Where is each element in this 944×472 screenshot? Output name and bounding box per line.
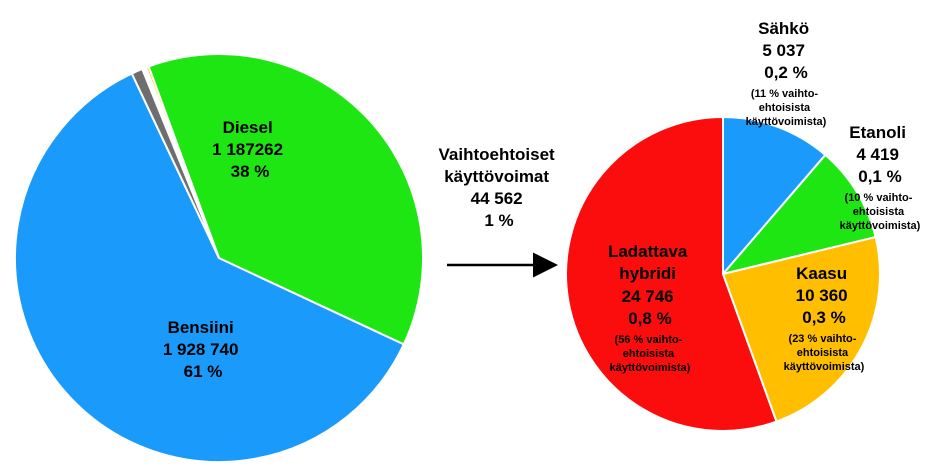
sahko-label: Sähkö 5 037 0,2 %: [758, 19, 814, 82]
alt-fuels-caption: Vaihtoehtoiset käyttövoimat 44 562 1 %: [439, 145, 560, 230]
main-slice-5: [130, 67, 220, 259]
alt-fuel-pie: [565, 115, 881, 432]
alt-slice-2: [721, 235, 881, 423]
main-slice-0: [14, 72, 406, 463]
diesel-label: Diesel 1 187262 38 %: [212, 118, 288, 181]
etanoli-note: (10 % vaihto- ehtoisista käyttövoimista): [840, 192, 921, 232]
alt-slice-1: [720, 153, 877, 276]
etanoli-label: Etanoli 4 419 0,1 %: [849, 123, 910, 186]
main-pie: [14, 53, 424, 463]
bensiini-label: Bensiini 1 928 740 61 %: [163, 318, 243, 381]
main-slice-1: [147, 53, 424, 346]
alt-slice-3: [565, 115, 778, 432]
kaasu-label: Kaasu 10 360 0,3 %: [796, 264, 853, 327]
hybridi-label: Ladattava hybridi 24 746 0,8 %: [608, 242, 692, 328]
sahko-note: (11 % vaihto- ehtoisista käyttövoimista): [746, 88, 827, 128]
hybridi-note: (56 % vaihto- ehtoisista käyttövoimista): [610, 334, 691, 374]
alt-slice-0: [722, 115, 827, 277]
kaasu-note: (23 % vaihto- ehtoisista käyttövoimista): [784, 333, 865, 373]
